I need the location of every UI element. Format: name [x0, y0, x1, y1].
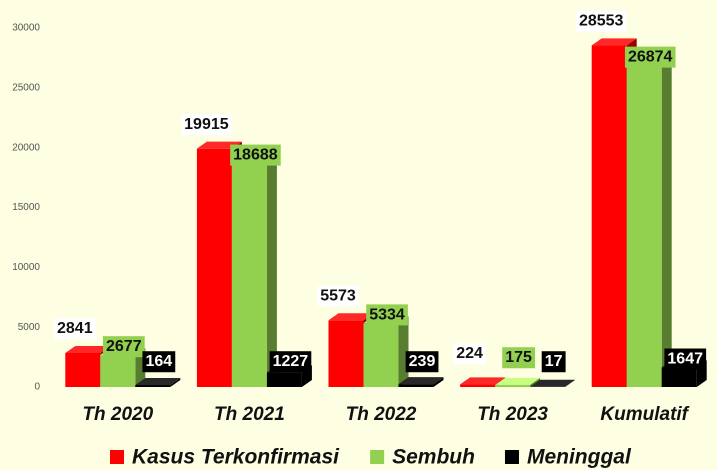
- data-label-box: [453, 343, 487, 365]
- x-tick-label: Th 2021: [214, 404, 285, 425]
- data-label: 1227: [273, 353, 309, 370]
- bar: [460, 384, 496, 387]
- data-label: 17: [545, 353, 563, 370]
- data-label-box: [366, 304, 408, 326]
- data-label-box: [181, 113, 232, 135]
- data-label-box: [54, 318, 96, 340]
- data-label-box: [575, 10, 627, 32]
- bar-top: [328, 313, 374, 321]
- data-label-box: [502, 347, 536, 369]
- bar: [495, 384, 531, 387]
- bar: [398, 384, 434, 387]
- data-label-box: [664, 348, 707, 370]
- data-label: 175: [505, 349, 532, 366]
- legend-swatch: [370, 450, 385, 464]
- bar-side: [170, 378, 181, 387]
- bar: [626, 65, 662, 387]
- data-label: 5573: [320, 288, 356, 305]
- legend-swatch: [504, 450, 519, 464]
- bar-side: [530, 377, 541, 387]
- y-tick-label: 30000: [12, 23, 40, 34]
- data-label-box: [103, 336, 145, 358]
- data-label-box: [541, 351, 566, 373]
- y-tick-label: 0: [34, 382, 40, 393]
- data-label: 1647: [667, 351, 703, 368]
- y-tick-label: 15000: [12, 202, 40, 213]
- data-label: 2841: [57, 320, 93, 337]
- x-tick-label: Th 2022: [346, 404, 417, 425]
- data-label: 28553: [579, 13, 624, 30]
- bar-top: [495, 377, 541, 385]
- bar: [328, 320, 364, 387]
- bar-side: [661, 58, 672, 387]
- bar: [266, 372, 302, 387]
- legend-label: Kasus Terkonfirmasi: [132, 446, 340, 469]
- data-label: 26874: [628, 49, 673, 66]
- bar-top: [530, 379, 576, 387]
- data-label-box: [405, 351, 439, 373]
- bar-top: [591, 38, 637, 46]
- legend-label: Meninggal: [527, 446, 632, 469]
- data-label-box: [230, 144, 281, 166]
- data-label: 18688: [233, 147, 278, 164]
- bar-side: [266, 156, 277, 387]
- y-tick-label: 10000: [12, 262, 40, 273]
- bar: [65, 353, 101, 387]
- legend-swatch: [110, 450, 124, 464]
- bar: [100, 354, 136, 387]
- y-tick-label: 25000: [12, 82, 40, 93]
- bar: [231, 163, 267, 387]
- data-label: 164: [145, 353, 172, 370]
- bar: [591, 45, 627, 387]
- bar-side: [565, 379, 576, 387]
- data-label: 239: [409, 353, 436, 370]
- bar: [196, 148, 232, 387]
- bar: [363, 323, 399, 387]
- data-label-box: [142, 351, 176, 373]
- data-label-box: [624, 46, 676, 68]
- x-tick-label: Th 2020: [82, 404, 153, 425]
- data-label-box: [317, 285, 359, 307]
- data-label: 19915: [184, 116, 229, 133]
- data-label: 5334: [369, 306, 405, 323]
- y-tick-label: 20000: [12, 142, 40, 153]
- x-tick-label: Th 2023: [477, 404, 548, 425]
- bar-top: [65, 346, 111, 354]
- bar-side: [433, 377, 444, 387]
- bar: [135, 385, 171, 387]
- y-tick-label: 5000: [18, 322, 41, 333]
- x-tick-label: Kumulatif: [600, 404, 689, 425]
- data-label: 2677: [106, 338, 142, 355]
- bar-top: [460, 377, 506, 385]
- bar-top: [398, 377, 444, 385]
- data-label: 224: [456, 345, 483, 362]
- legend-label: Sembuh: [392, 446, 475, 469]
- data-label-box: [269, 351, 312, 373]
- bar-top: [135, 378, 181, 386]
- bar: [661, 367, 697, 387]
